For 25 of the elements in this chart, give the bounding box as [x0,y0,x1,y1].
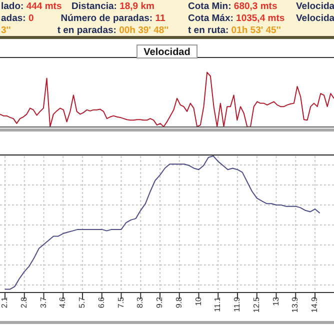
x-tick-label: 5.7 [78,296,87,308]
text: adas: 0 [1,13,34,24]
x-tick-label: 9.2 [155,296,164,308]
text: Número de paradas: 11 [60,13,166,24]
text: Cota Máx: 1035,4 mts [188,13,285,24]
x-tick-label: 2.8 [19,296,28,308]
x-tick-label: 4.6 [58,296,68,308]
text: t en paradas: 00h 39' 48'' [57,25,169,36]
text: Cota Min: 680,3 mts [188,1,278,12]
x-tick-label: 3.7 [38,296,48,308]
x-tick-label: 9.8 [174,296,184,308]
x-tick-label: 13.9 [290,296,300,313]
chart-title: Velocidad [144,47,190,58]
text: t en ruta: 01h 53' 45'' [188,25,281,36]
x-tick-label: 11.1 [213,296,222,312]
x-tick-label: 12.5 [252,296,261,313]
text: lado: 444 mts [1,1,62,12]
text: 3'' [1,25,11,36]
x-tick-label: 7.5 [116,296,126,308]
x-tick-label: 10 [194,296,203,306]
x-tick-label: 13 [271,296,280,306]
x-tick-label: 6.6 [96,296,106,308]
text: Distancia: 18,9 km [72,1,154,12]
x-tick-label: 8.3 [136,296,145,308]
x-tick-label: 2.1 [0,296,10,308]
